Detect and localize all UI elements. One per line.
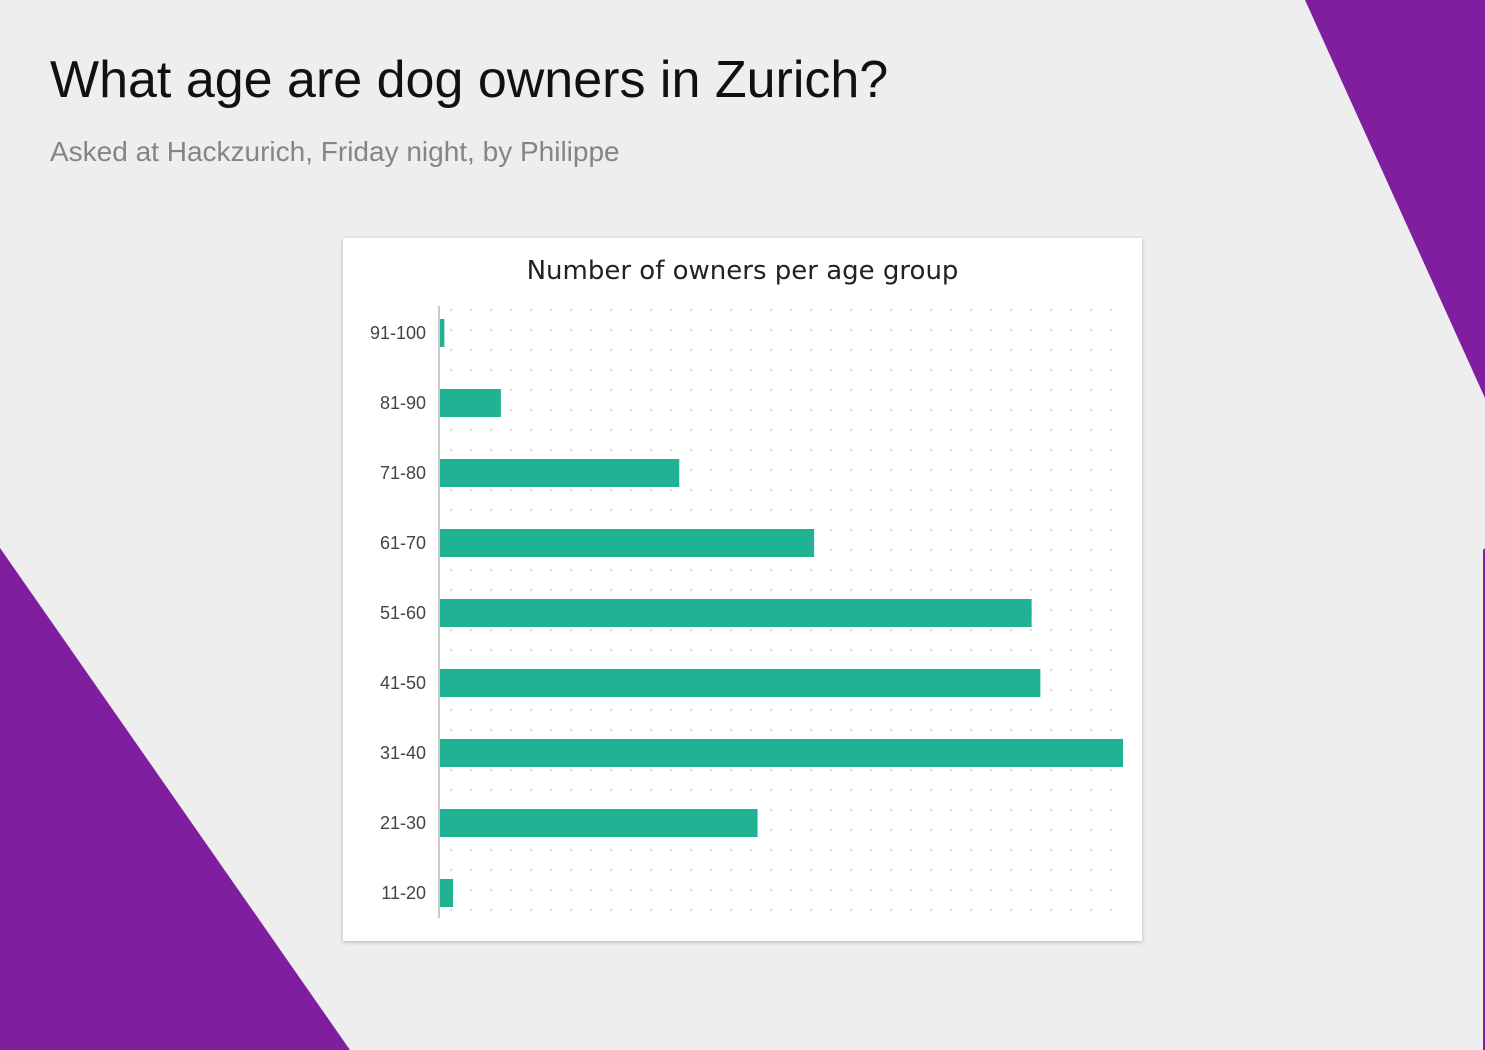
bar-81-90 — [440, 389, 501, 417]
tick-label-91-100: 91-100 — [370, 323, 426, 343]
page-subtitle: Asked at Hackzurich, Friday night, by Ph… — [50, 136, 620, 167]
tick-label-21-30: 21-30 — [380, 813, 426, 833]
tick-label-81-90: 81-90 — [380, 393, 426, 413]
bar-71-80 — [440, 459, 680, 487]
bar-21-30 — [440, 809, 758, 837]
tick-label-31-40: 31-40 — [380, 743, 426, 763]
bar-91-100 — [440, 319, 445, 347]
tick-label-71-80: 71-80 — [380, 463, 426, 483]
bar-51-60 — [440, 599, 1032, 627]
bar-31-40 — [440, 739, 1123, 767]
bar-11-20 — [440, 879, 454, 907]
page-title: What age are dog owners in Zurich? — [50, 51, 889, 109]
tick-label-61-70: 61-70 — [380, 533, 426, 553]
tick-label-41-50: 41-50 — [380, 673, 426, 693]
purple-triangle-top-right — [1305, 0, 1485, 398]
chart-title: Number of owners per age group — [526, 256, 959, 286]
bar-61-70 — [440, 529, 815, 557]
bar-41-50 — [440, 669, 1041, 697]
tick-label-51-60: 51-60 — [380, 603, 426, 623]
tick-label-11-20: 11-20 — [381, 883, 426, 903]
purple-triangle-bottom-left — [0, 548, 350, 1050]
